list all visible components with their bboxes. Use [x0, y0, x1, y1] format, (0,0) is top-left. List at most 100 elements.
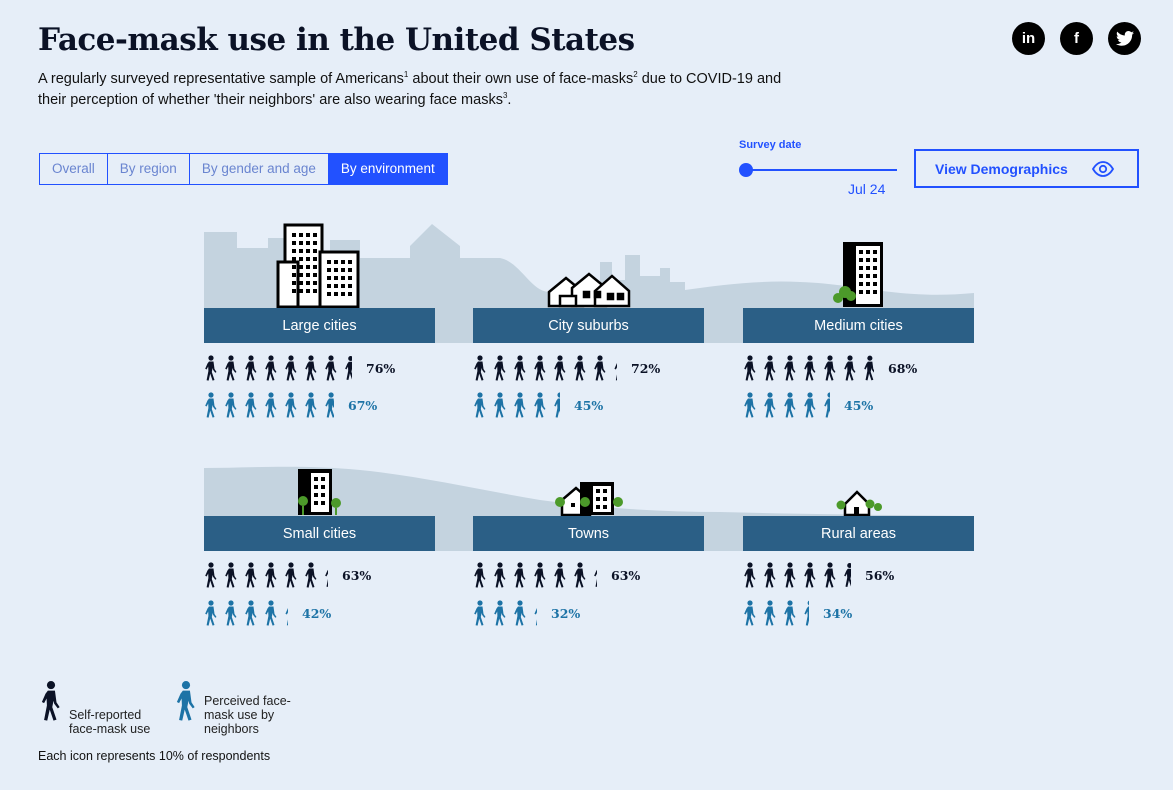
- self-mask-person-icon: [824, 355, 836, 381]
- self-reported-row-city-suburbs: 72%: [473, 354, 660, 382]
- self-mask-person-icon: [784, 562, 796, 588]
- self-mask-person-icon: [325, 355, 337, 381]
- neighbor-mask-person-icon: [474, 392, 486, 418]
- twitter-icon[interactable]: [1108, 22, 1141, 55]
- legend-neighbors-label: Perceived face-mask use by neighbors: [204, 694, 291, 736]
- self-mask-person-icon: [245, 562, 257, 588]
- neighbor-mask-partial-person-icon: [285, 608, 288, 626]
- self-mask-person-icon: [534, 355, 546, 381]
- neighbor-mask-person-icon: [265, 600, 277, 626]
- self-mask-person-icon: [844, 355, 856, 381]
- percentage-label: 42%: [302, 605, 332, 621]
- neighbor-mask-partial-person-icon: [534, 608, 537, 626]
- percentage-label: 72%: [631, 360, 661, 376]
- neighbor-mask-person-icon: [494, 392, 506, 418]
- neighbor-mask-person-icon: [764, 392, 776, 418]
- self-mask-person-icon: [305, 562, 317, 588]
- suburb-houses-icon: [547, 272, 631, 308]
- survey-date-slider-handle[interactable]: [739, 163, 753, 177]
- percentage-label: 34%: [823, 605, 853, 621]
- self-mask-person-icon: [554, 562, 566, 588]
- neighbors-row-large-cities: 67%: [204, 391, 377, 419]
- neighbors-row-towns: 32%: [473, 599, 580, 627]
- self-mask-person-icon: [205, 562, 217, 588]
- legend-neighbors-icon: [175, 680, 197, 727]
- neighbor-mask-person-icon: [744, 600, 756, 626]
- neighbor-mask-person-icon: [784, 392, 796, 418]
- facebook-icon[interactable]: f: [1060, 22, 1093, 55]
- view-demographics-label: View Demographics: [935, 160, 1068, 177]
- self-reported-row-medium-cities: 68%: [743, 354, 917, 382]
- page-subtitle: A regularly surveyed representative samp…: [38, 69, 808, 111]
- self-mask-person-icon: [265, 355, 277, 381]
- self-mask-person-icon: [285, 355, 297, 381]
- category-bar-medium-cities: Medium cities: [743, 308, 974, 343]
- neighbor-mask-person-icon: [514, 392, 526, 418]
- self-mask-partial-person-icon: [325, 569, 328, 587]
- category-bar-city-suburbs: City suburbs: [473, 308, 704, 343]
- neighbors-row-small-cities: 42%: [204, 599, 331, 627]
- neighbor-mask-person-icon: [205, 392, 217, 418]
- self-mask-person-icon: [764, 562, 776, 588]
- tab-by-gender-and-age[interactable]: By gender and age: [189, 154, 329, 184]
- neighbor-mask-person-icon: [474, 600, 486, 626]
- neighbor-mask-person-icon: [245, 392, 257, 418]
- social-share-links: in f: [1012, 22, 1141, 55]
- category-bar-towns: Towns: [473, 516, 704, 551]
- self-reported-row-towns: 63%: [473, 561, 640, 589]
- percentage-label: 56%: [865, 567, 895, 583]
- self-mask-person-icon: [574, 355, 586, 381]
- self-mask-partial-person-icon: [614, 363, 617, 381]
- self-mask-person-icon: [554, 355, 566, 381]
- survey-date-value: Jul 24: [848, 181, 886, 197]
- page-title: Face-mask use in the United States: [38, 22, 635, 58]
- neighbor-mask-person-icon: [245, 600, 257, 626]
- footnote-marker: 3: [502, 91, 508, 101]
- rural-house-icon: [836, 490, 882, 517]
- self-mask-person-icon: [744, 355, 756, 381]
- self-mask-person-icon: [225, 355, 237, 381]
- percentage-label: 76%: [366, 360, 396, 376]
- neighbor-mask-partial-person-icon: [824, 392, 830, 418]
- self-mask-person-icon: [574, 562, 586, 588]
- neighbors-row-city-suburbs: 45%: [473, 391, 603, 419]
- self-mask-person-icon: [285, 562, 297, 588]
- self-mask-person-icon: [494, 355, 506, 381]
- footnote-marker: 2: [633, 70, 638, 80]
- footnote-marker: 1: [403, 70, 409, 80]
- neighbor-mask-person-icon: [305, 392, 317, 418]
- view-demographics-button[interactable]: View Demographics: [914, 149, 1139, 188]
- tab-by-environment[interactable]: By environment: [328, 154, 447, 184]
- survey-date-slider-track[interactable]: [746, 169, 897, 171]
- subtitle-text: due to COVID-19 and their perception of …: [38, 71, 782, 108]
- percentage-label: 68%: [888, 360, 918, 376]
- tab-overall[interactable]: Overall: [40, 154, 108, 184]
- neighbor-mask-person-icon: [494, 600, 506, 626]
- percentage-label: 32%: [551, 605, 581, 621]
- linkedin-icon[interactable]: in: [1012, 22, 1045, 55]
- self-mask-person-icon: [534, 562, 546, 588]
- small-city-building-icon: [298, 469, 341, 515]
- self-mask-person-icon: [514, 562, 526, 588]
- category-bar-large-cities: Large cities: [204, 308, 435, 343]
- self-mask-person-icon: [744, 562, 756, 588]
- neighbor-mask-person-icon: [764, 600, 776, 626]
- self-reported-row-large-cities: 76%: [204, 354, 395, 382]
- category-bar-small-cities: Small cities: [204, 516, 435, 551]
- neighbor-mask-person-icon: [804, 392, 816, 418]
- self-reported-row-small-cities: 63%: [204, 561, 371, 589]
- self-mask-partial-person-icon: [594, 569, 597, 587]
- neighbor-mask-partial-person-icon: [804, 600, 809, 626]
- self-mask-partial-person-icon: [864, 355, 874, 381]
- medium-city-building-icon: [833, 242, 883, 307]
- self-mask-person-icon: [205, 355, 217, 381]
- legend-self-reported-label: Self-reported face-mask use: [69, 708, 151, 736]
- legend-self-reported-icon: [40, 680, 62, 727]
- neighbor-mask-person-icon: [744, 392, 756, 418]
- subtitle-text: .: [507, 92, 512, 108]
- self-mask-partial-person-icon: [345, 356, 352, 381]
- self-mask-person-icon: [494, 562, 506, 588]
- tab-by-region[interactable]: By region: [107, 154, 190, 184]
- neighbor-mask-person-icon: [534, 392, 546, 418]
- self-mask-person-icon: [514, 355, 526, 381]
